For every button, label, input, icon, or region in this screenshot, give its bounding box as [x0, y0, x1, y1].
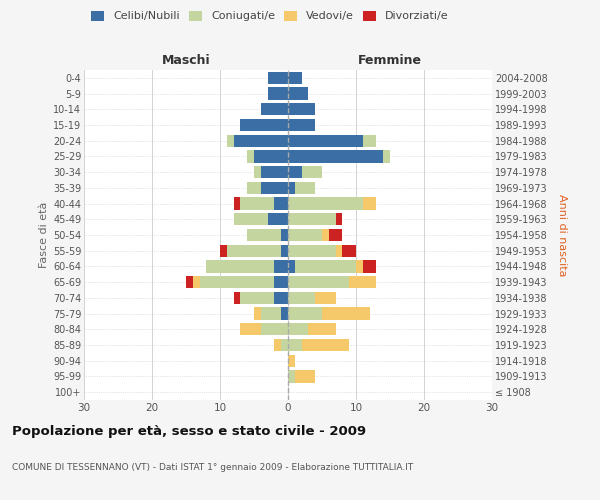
Bar	[288, 119, 315, 131]
Bar	[288, 134, 363, 147]
Text: COMUNE DI TESSENNANO (VT) - Dati ISTAT 1° gennaio 2009 - Elaborazione TUTTITALIA: COMUNE DI TESSENNANO (VT) - Dati ISTAT 1…	[12, 463, 413, 472]
Bar	[315, 292, 335, 304]
Bar	[274, 339, 281, 351]
Legend: Celibi/Nubili, Coniugati/e, Vedovi/e, Divorziati/e: Celibi/Nubili, Coniugati/e, Vedovi/e, Di…	[91, 10, 449, 22]
Bar	[227, 134, 233, 147]
Bar	[302, 166, 322, 178]
Bar	[241, 292, 274, 304]
Bar	[261, 103, 288, 116]
Bar	[200, 276, 274, 288]
Bar	[363, 260, 376, 272]
Bar	[349, 276, 376, 288]
Bar	[288, 198, 363, 209]
Bar	[274, 260, 288, 272]
Bar	[261, 308, 281, 320]
Text: Maschi: Maschi	[161, 54, 211, 66]
Bar	[186, 276, 193, 288]
Bar	[295, 182, 315, 194]
Bar	[227, 244, 281, 257]
Bar	[288, 308, 322, 320]
Bar	[233, 134, 288, 147]
Bar	[288, 244, 335, 257]
Bar	[268, 213, 288, 226]
Bar	[288, 339, 302, 351]
Bar	[288, 103, 315, 116]
Bar	[383, 150, 390, 162]
Bar	[268, 72, 288, 84]
Bar	[288, 213, 335, 226]
Bar	[363, 198, 376, 209]
Text: Popolazione per età, sesso e stato civile - 2009: Popolazione per età, sesso e stato civil…	[12, 425, 366, 438]
Bar	[288, 72, 302, 84]
Bar	[288, 292, 315, 304]
Bar	[193, 276, 200, 288]
Bar	[288, 276, 349, 288]
Bar	[274, 292, 288, 304]
Bar	[241, 198, 274, 209]
Y-axis label: Anni di nascita: Anni di nascita	[557, 194, 567, 276]
Bar	[288, 182, 295, 194]
Bar	[254, 150, 288, 162]
Bar	[363, 134, 376, 147]
Bar	[274, 198, 288, 209]
Bar	[288, 166, 302, 178]
Bar	[288, 323, 308, 336]
Bar	[281, 339, 288, 351]
Bar	[302, 339, 349, 351]
Bar	[281, 229, 288, 241]
Bar	[356, 260, 363, 272]
Bar	[288, 370, 295, 382]
Bar	[261, 182, 288, 194]
Bar	[247, 182, 261, 194]
Bar	[261, 166, 288, 178]
Bar	[335, 244, 343, 257]
Bar	[206, 260, 274, 272]
Bar	[288, 260, 295, 272]
Bar	[288, 150, 383, 162]
Bar	[335, 213, 343, 226]
Bar	[247, 150, 254, 162]
Bar	[233, 213, 268, 226]
Bar	[220, 244, 227, 257]
Bar	[254, 308, 261, 320]
Bar	[274, 276, 288, 288]
Bar	[241, 323, 261, 336]
Bar	[254, 166, 261, 178]
Bar	[295, 260, 356, 272]
Bar	[288, 88, 308, 100]
Bar	[268, 88, 288, 100]
Bar	[247, 229, 281, 241]
Bar	[281, 244, 288, 257]
Bar	[233, 292, 241, 304]
Bar	[343, 244, 356, 257]
Bar	[241, 119, 288, 131]
Bar	[288, 354, 295, 367]
Bar	[281, 308, 288, 320]
Bar	[329, 229, 343, 241]
Bar	[233, 198, 241, 209]
Text: Femmine: Femmine	[358, 54, 422, 66]
Y-axis label: Fasce di età: Fasce di età	[38, 202, 49, 268]
Bar	[295, 370, 315, 382]
Bar	[308, 323, 335, 336]
Bar	[288, 229, 322, 241]
Bar	[261, 323, 288, 336]
Bar	[322, 229, 329, 241]
Bar	[322, 308, 370, 320]
